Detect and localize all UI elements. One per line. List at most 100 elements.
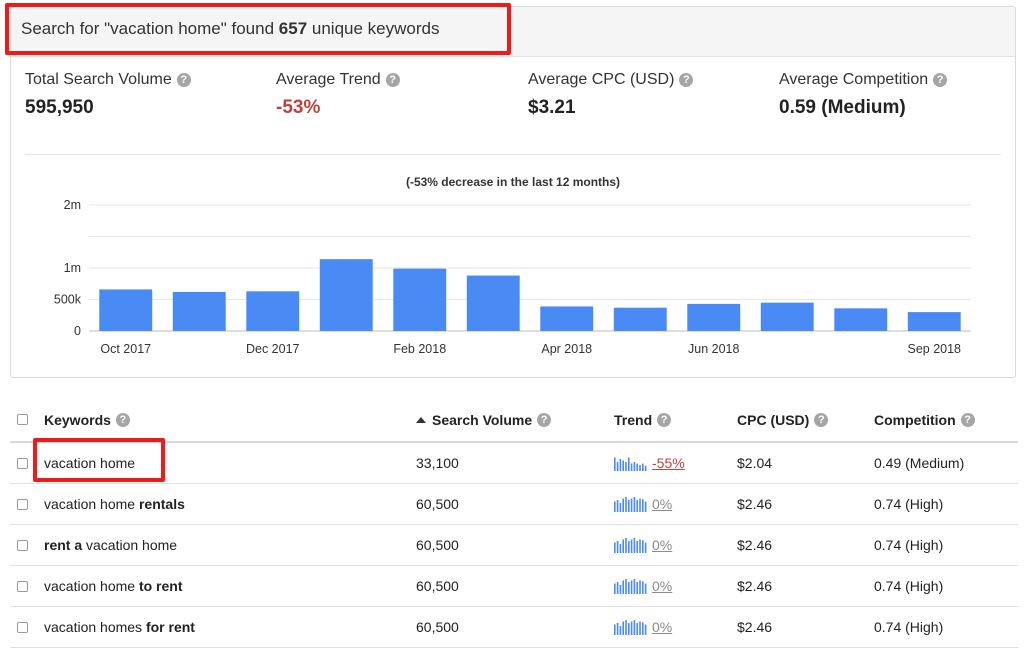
sparkline-bar (642, 463, 644, 471)
sparkline-bar (616, 462, 619, 471)
cpc-cell: $2.46 (737, 619, 773, 635)
table-row[interactable]: vacation home to rent 60,500 0% $2.46 0.74 (… (10, 566, 1018, 607)
trend-value-link[interactable]: 0% (652, 537, 673, 553)
sparkline-bar (644, 465, 647, 471)
sparkline-bar (625, 538, 627, 553)
card-header: Search for "vacation home" found 657 uni… (5, 3, 1015, 57)
trend-value-link[interactable]: 0% (652, 496, 673, 512)
sparkline-bar (628, 457, 630, 471)
help-icon[interactable]: ? (115, 412, 130, 427)
row-checkbox[interactable] (17, 580, 28, 592)
sparkline-bar (614, 583, 616, 594)
search-volume-cell: 60,500 (416, 578, 459, 594)
column-header-trend[interactable]: Trend ? (614, 398, 672, 441)
sparkline-bar (614, 624, 616, 635)
trend-value-link[interactable]: 0% (652, 619, 673, 635)
help-icon[interactable]: ? (385, 73, 400, 87)
sparkline-bar (619, 626, 622, 635)
column-header-keywords[interactable]: Keywords ? (44, 398, 130, 441)
sparkline-bar (616, 541, 619, 553)
search-volume-chart: (-53% decrease in the last 12 months) 0 5… (25, 167, 1001, 367)
trend-value-link[interactable]: 0% (652, 578, 673, 594)
sparkline-bar (636, 463, 638, 471)
help-icon[interactable]: ? (933, 73, 948, 87)
table-row[interactable]: vacation home rentals 60,500 0% $2.46 0.74 (… (10, 484, 1018, 525)
sparkline-bar (622, 621, 624, 635)
table-row[interactable]: rent a vacation home 60,500 0% $2.46 0.74 (H… (10, 525, 1018, 566)
sparkline-bar (622, 580, 624, 594)
sparkline-bar (614, 542, 616, 553)
row-checkbox[interactable] (17, 457, 28, 469)
keyword-cell[interactable]: rent a vacation home (44, 525, 177, 565)
sparkline-bar (628, 541, 630, 553)
row-checkbox[interactable] (17, 621, 28, 633)
keyword-cell[interactable]: vacation home rentals (44, 484, 185, 524)
sparkline-bar (636, 500, 638, 512)
sparkline-bar (644, 501, 647, 512)
y-tick-label: 1m (64, 261, 81, 275)
search-volume-cell: 60,500 (416, 496, 459, 512)
sparkline-bar (619, 503, 622, 512)
bar-jul-2018 (760, 302, 814, 331)
keyword-cell[interactable]: vacation home (33, 438, 165, 483)
table-header-row: Keywords ? Search Volume ? Trend ? CPC (… (10, 398, 1018, 443)
help-icon[interactable]: ? (657, 412, 672, 427)
stat-average-cpc: Average CPC (USD) ? $3.21 (528, 71, 768, 119)
sparkline-bar (622, 498, 624, 512)
row-checkbox[interactable] (17, 498, 28, 510)
sparkline-bar (628, 500, 630, 512)
column-header-competition[interactable]: Competition ? (874, 398, 975, 441)
help-icon[interactable]: ? (537, 412, 552, 427)
sparkline-bar (639, 465, 641, 471)
select-all-checkbox[interactable] (17, 414, 28, 425)
sparkline-bar (622, 539, 624, 553)
stats-row: Total Search Volume ? 595,950 Average Tr… (25, 71, 1005, 131)
help-icon[interactable]: ? (176, 73, 191, 87)
sparkline-bar (644, 624, 647, 635)
sparkline-bar (630, 498, 633, 512)
title-prefix: Search for "vacation home" found (21, 19, 279, 38)
cpc-cell: $2.46 (737, 496, 773, 512)
stat-value: 595,950 (25, 97, 94, 118)
help-icon[interactable]: ? (960, 412, 975, 427)
help-icon[interactable]: ? (814, 412, 829, 427)
y-tick-label: 0 (74, 324, 81, 338)
sparkline-bar (625, 462, 627, 471)
sparkline-bar (616, 500, 619, 512)
column-header-cpc[interactable]: CPC (USD) ? (737, 398, 829, 441)
bar-sep-2018 (907, 312, 961, 331)
sparkline-bar (633, 620, 636, 635)
stat-average-trend: Average Trend ? -53% (276, 71, 516, 119)
y-tick-label: 2m (64, 198, 81, 212)
keyword-text-part: for rent (142, 619, 195, 635)
search-volume-cell: 60,500 (416, 619, 459, 635)
table-row[interactable]: vacation home 33,100 -55% $2.04 0.49 (Medium… (10, 438, 1018, 484)
competition-cell: 0.74 (High) (874, 619, 944, 635)
trend-cell: 0% (614, 484, 672, 524)
chart-title: (-53% decrease in the last 12 months) (405, 175, 621, 189)
keyword-cell[interactable]: vacation homes for rent (44, 607, 195, 647)
sparkline-bar (642, 499, 644, 512)
sparkline-bar (630, 463, 633, 471)
competition-cell: 0.74 (High) (874, 537, 944, 553)
stat-label: Average CPC (USD) (528, 71, 675, 88)
trend-cell: 0% (614, 525, 672, 565)
sparkline-bar (630, 621, 633, 635)
trend-value-link[interactable]: -55% (652, 455, 685, 471)
stat-label: Total Search Volume (25, 71, 172, 88)
x-tick-label: Oct 2017 (100, 342, 151, 356)
help-icon[interactable]: ? (679, 73, 694, 87)
keyword-cell[interactable]: vacation home to rent (44, 566, 183, 606)
table-row[interactable]: vacation homes for rent 60,500 0% $2.46 0.74… (10, 607, 1018, 648)
keyword-text-part: vacation home (82, 537, 178, 553)
stat-value: 0.59 (Medium) (779, 97, 906, 118)
keyword-count: 657 (278, 19, 308, 38)
stat-label: Average Competition (779, 71, 929, 88)
summary-card: Search for "vacation home" found 657 uni… (5, 3, 1016, 378)
row-checkbox[interactable] (17, 539, 28, 551)
column-header-search-volume[interactable]: Search Volume ? (416, 398, 552, 441)
stat-total-search-volume: Total Search Volume ? 595,950 (25, 71, 265, 119)
divider (25, 154, 1001, 155)
bar-feb-2018 (393, 268, 447, 331)
sparkline-bar (636, 582, 638, 594)
